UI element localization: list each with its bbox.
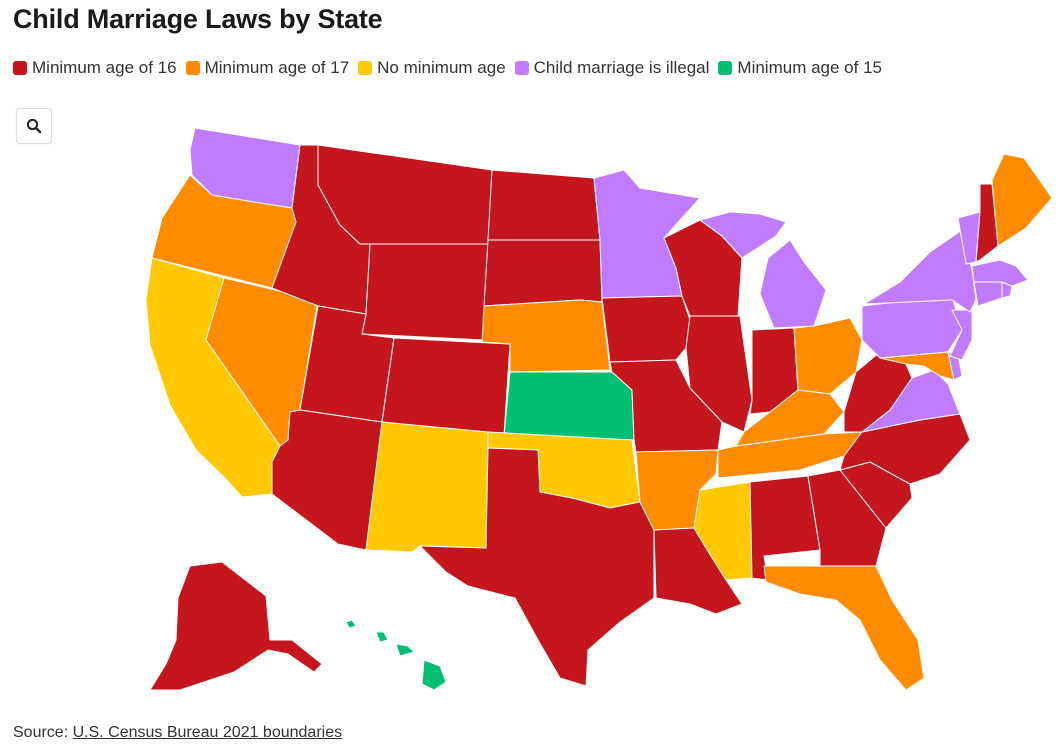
state-nebraska[interactable] <box>481 299 611 373</box>
legend-item-age-15[interactable]: Minimum age of 15 <box>718 58 882 78</box>
page-title: Child Marriage Laws by State <box>13 4 383 34</box>
legend-item-age-16[interactable]: Minimum age of 16 <box>13 58 177 78</box>
legend-label: Child marriage is illegal <box>533 58 710 77</box>
state-michigan-up[interactable] <box>699 211 787 259</box>
state-south-dakota[interactable] <box>483 239 603 307</box>
state-kansas[interactable] <box>503 371 635 441</box>
state-new-mexico[interactable] <box>365 421 489 553</box>
legend-swatch <box>358 61 373 75</box>
state-arizona[interactable] <box>271 409 383 551</box>
state-hawaii[interactable] <box>345 619 447 691</box>
state-ohio[interactable] <box>793 317 863 395</box>
state-north-dakota[interactable] <box>487 169 601 241</box>
state-iowa[interactable] <box>601 295 691 363</box>
legend-swatch <box>718 61 733 75</box>
state-wyoming[interactable] <box>361 243 489 341</box>
state-alabama[interactable] <box>749 475 821 581</box>
legend-label: Minimum age of 16 <box>32 58 177 77</box>
state-michigan[interactable] <box>759 239 827 329</box>
state-new-jersey[interactable] <box>949 309 973 361</box>
legend-item-no-minimum[interactable]: No minimum age <box>358 58 506 78</box>
state-illinois[interactable] <box>685 315 753 433</box>
state-texas[interactable] <box>419 447 655 687</box>
legend-label: Minimum age of 15 <box>737 58 882 77</box>
state-colorado[interactable] <box>381 337 511 437</box>
state-florida[interactable] <box>763 565 925 691</box>
state-new-york[interactable] <box>863 229 977 313</box>
legend-item-illegal[interactable]: Child marriage is illegal <box>514 58 710 78</box>
legend: Minimum age of 16 Minimum age of 17 No m… <box>13 58 891 78</box>
source-note: Source: U.S. Census Bureau 2021 boundari… <box>13 724 342 742</box>
legend-label: No minimum age <box>377 58 506 77</box>
state-rhode-island[interactable] <box>1001 281 1013 299</box>
legend-item-age-17[interactable]: Minimum age of 17 <box>185 58 350 78</box>
legend-swatch <box>514 61 529 75</box>
legend-swatch <box>13 61 27 75</box>
zoom-button[interactable] <box>16 108 52 144</box>
source-prefix: Source: <box>13 724 73 741</box>
state-connecticut[interactable] <box>973 281 1003 307</box>
legend-swatch <box>185 61 200 75</box>
source-link[interactable]: U.S. Census Bureau 2021 boundaries <box>72 724 343 741</box>
state-pennsylvania[interactable] <box>861 295 963 359</box>
state-west-virginia[interactable] <box>843 351 913 433</box>
legend-label: Minimum age of 17 <box>204 58 350 77</box>
state-montana[interactable] <box>317 144 493 245</box>
state-maine[interactable] <box>991 153 1053 247</box>
state-alaska[interactable] <box>149 561 323 691</box>
search-icon <box>26 118 42 134</box>
